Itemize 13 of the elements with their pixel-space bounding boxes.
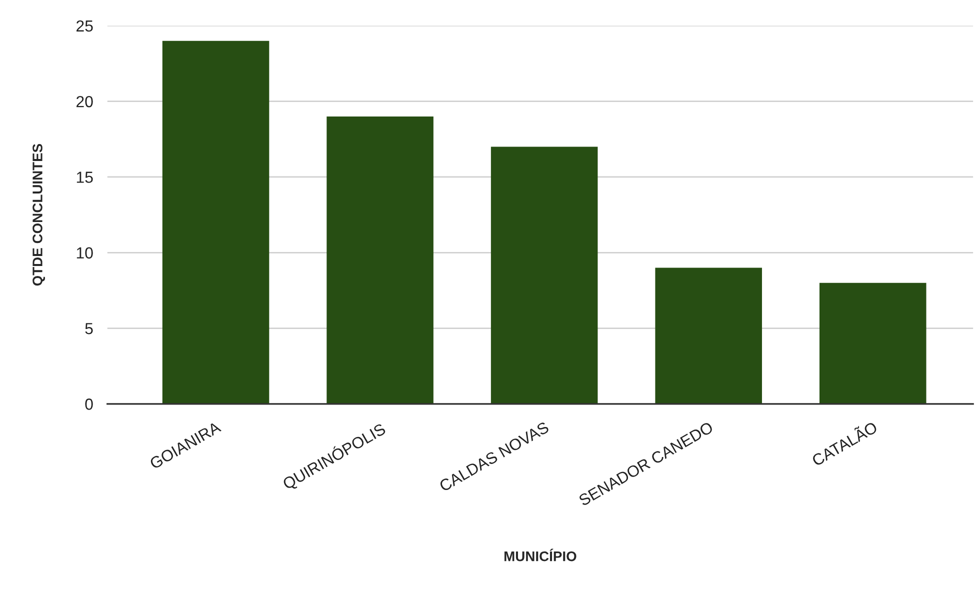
y-axis-title: QTDE CONCLUINTES: [32, 144, 45, 286]
y-tick-label: 20: [76, 96, 93, 108]
y-tick-label: 25: [76, 20, 93, 32]
bar: [326, 116, 434, 404]
bar: [819, 282, 926, 404]
bar: [490, 146, 598, 404]
y-tick-label: 15: [76, 172, 93, 183]
y-tick-label: 0: [85, 398, 93, 410]
bar: [162, 40, 270, 404]
x-axis-title: MUNICÍPIO: [504, 548, 576, 562]
bar: [655, 268, 762, 404]
y-tick-label: 5: [85, 323, 93, 334]
y-tick-label: 10: [76, 247, 93, 259]
